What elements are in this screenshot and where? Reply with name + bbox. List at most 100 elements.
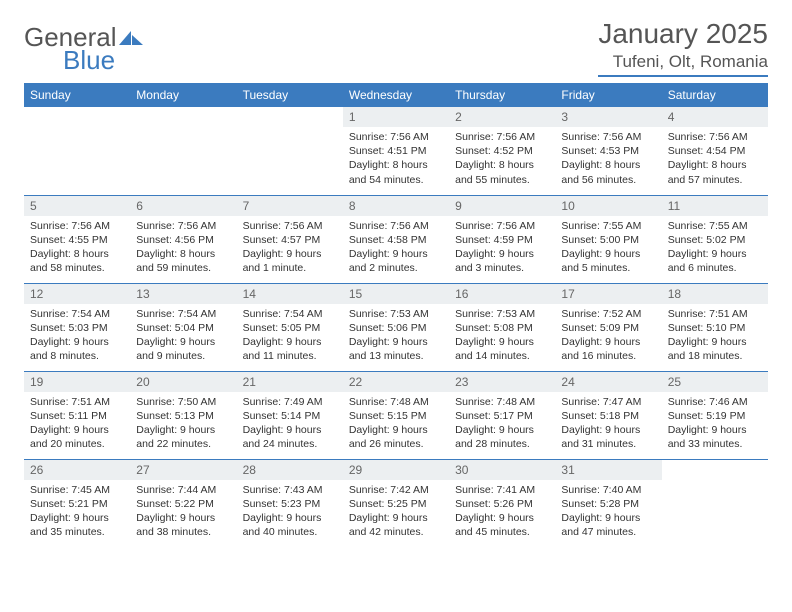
sunrise-text: Sunrise: 7:56 AM: [243, 219, 337, 233]
sunrise-text: Sunrise: 7:43 AM: [243, 483, 337, 497]
day-header: Tuesday: [237, 83, 343, 107]
calendar-day-cell: 20Sunrise: 7:50 AMSunset: 5:13 PMDayligh…: [130, 371, 236, 459]
day-number: 26: [24, 460, 130, 480]
calendar-day-cell: 27Sunrise: 7:44 AMSunset: 5:22 PMDayligh…: [130, 459, 236, 547]
calendar-day-cell: 14Sunrise: 7:54 AMSunset: 5:05 PMDayligh…: [237, 283, 343, 371]
daylight-text: Daylight: 9 hours and 16 minutes.: [561, 335, 655, 363]
day-detail: Sunrise: 7:56 AMSunset: 4:54 PMDaylight:…: [662, 127, 768, 191]
daylight-text: Daylight: 9 hours and 11 minutes.: [243, 335, 337, 363]
calendar-day-cell: 15Sunrise: 7:53 AMSunset: 5:06 PMDayligh…: [343, 283, 449, 371]
sunset-text: Sunset: 5:14 PM: [243, 409, 337, 423]
day-detail: Sunrise: 7:40 AMSunset: 5:28 PMDaylight:…: [555, 480, 661, 544]
sunrise-text: Sunrise: 7:48 AM: [349, 395, 443, 409]
daylight-text: Daylight: 9 hours and 28 minutes.: [455, 423, 549, 451]
sunrise-text: Sunrise: 7:56 AM: [30, 219, 124, 233]
sunrise-text: Sunrise: 7:56 AM: [455, 130, 549, 144]
day-number: 25: [662, 372, 768, 392]
page-header: General January 2025 Tufeni, Olt, Romani…: [24, 18, 768, 77]
daylight-text: Daylight: 8 hours and 57 minutes.: [668, 158, 762, 186]
daylight-text: Daylight: 9 hours and 8 minutes.: [30, 335, 124, 363]
day-detail: Sunrise: 7:53 AMSunset: 5:08 PMDaylight:…: [449, 304, 555, 368]
sunrise-text: Sunrise: 7:41 AM: [455, 483, 549, 497]
day-number: 9: [449, 196, 555, 216]
calendar-page: General January 2025 Tufeni, Olt, Romani…: [0, 0, 792, 565]
sunset-text: Sunset: 5:05 PM: [243, 321, 337, 335]
day-number: 7: [237, 196, 343, 216]
sunset-text: Sunset: 4:52 PM: [455, 144, 549, 158]
daylight-text: Daylight: 9 hours and 9 minutes.: [136, 335, 230, 363]
day-detail: Sunrise: 7:51 AMSunset: 5:11 PMDaylight:…: [24, 392, 130, 456]
calendar-day-cell: 19Sunrise: 7:51 AMSunset: 5:11 PMDayligh…: [24, 371, 130, 459]
sunset-text: Sunset: 4:57 PM: [243, 233, 337, 247]
daylight-text: Daylight: 9 hours and 31 minutes.: [561, 423, 655, 451]
day-number: 3: [555, 107, 661, 127]
day-number: 16: [449, 284, 555, 304]
sunset-text: Sunset: 4:51 PM: [349, 144, 443, 158]
day-number: 12: [24, 284, 130, 304]
day-header: Friday: [555, 83, 661, 107]
daylight-text: Daylight: 8 hours and 59 minutes.: [136, 247, 230, 275]
day-detail: Sunrise: 7:42 AMSunset: 5:25 PMDaylight:…: [343, 480, 449, 544]
sunset-text: Sunset: 4:54 PM: [668, 144, 762, 158]
sunset-text: Sunset: 5:11 PM: [30, 409, 124, 423]
day-detail: Sunrise: 7:56 AMSunset: 4:53 PMDaylight:…: [555, 127, 661, 191]
day-number: 2: [449, 107, 555, 127]
brand-word-2: Blue: [63, 45, 115, 76]
calendar-table: Sunday Monday Tuesday Wednesday Thursday…: [24, 83, 768, 547]
day-number: 22: [343, 372, 449, 392]
day-detail: Sunrise: 7:47 AMSunset: 5:18 PMDaylight:…: [555, 392, 661, 456]
day-number: 1: [343, 107, 449, 127]
sunrise-text: Sunrise: 7:44 AM: [136, 483, 230, 497]
title-block: January 2025 Tufeni, Olt, Romania: [598, 18, 768, 77]
daylight-text: Daylight: 9 hours and 47 minutes.: [561, 511, 655, 539]
sunset-text: Sunset: 5:21 PM: [30, 497, 124, 511]
sunrise-text: Sunrise: 7:56 AM: [668, 130, 762, 144]
calendar-day-cell: 30Sunrise: 7:41 AMSunset: 5:26 PMDayligh…: [449, 459, 555, 547]
daylight-text: Daylight: 8 hours and 58 minutes.: [30, 247, 124, 275]
sunset-text: Sunset: 5:15 PM: [349, 409, 443, 423]
day-detail: Sunrise: 7:56 AMSunset: 4:58 PMDaylight:…: [343, 216, 449, 280]
daylight-text: Daylight: 8 hours and 55 minutes.: [455, 158, 549, 186]
sunset-text: Sunset: 5:22 PM: [136, 497, 230, 511]
sunset-text: Sunset: 5:17 PM: [455, 409, 549, 423]
sail-icon: [119, 31, 143, 45]
sunrise-text: Sunrise: 7:55 AM: [561, 219, 655, 233]
sunrise-text: Sunrise: 7:49 AM: [243, 395, 337, 409]
sunset-text: Sunset: 4:55 PM: [30, 233, 124, 247]
sunset-text: Sunset: 5:19 PM: [668, 409, 762, 423]
sunset-text: Sunset: 5:09 PM: [561, 321, 655, 335]
sunset-text: Sunset: 5:13 PM: [136, 409, 230, 423]
daylight-text: Daylight: 9 hours and 13 minutes.: [349, 335, 443, 363]
daylight-text: Daylight: 9 hours and 42 minutes.: [349, 511, 443, 539]
sunrise-text: Sunrise: 7:40 AM: [561, 483, 655, 497]
sunset-text: Sunset: 4:53 PM: [561, 144, 655, 158]
sunset-text: Sunset: 5:00 PM: [561, 233, 655, 247]
calendar-day-cell: 22Sunrise: 7:48 AMSunset: 5:15 PMDayligh…: [343, 371, 449, 459]
day-header-row: Sunday Monday Tuesday Wednesday Thursday…: [24, 83, 768, 107]
daylight-text: Daylight: 9 hours and 24 minutes.: [243, 423, 337, 451]
calendar-day-cell: 12Sunrise: 7:54 AMSunset: 5:03 PMDayligh…: [24, 283, 130, 371]
day-detail: Sunrise: 7:56 AMSunset: 4:56 PMDaylight:…: [130, 216, 236, 280]
sunset-text: Sunset: 4:56 PM: [136, 233, 230, 247]
calendar-day-cell: 5 Sunrise: 7:56 AMSunset: 4:55 PMDaylight…: [24, 195, 130, 283]
day-number: 24: [555, 372, 661, 392]
sunrise-text: Sunrise: 7:51 AM: [30, 395, 124, 409]
day-number: 11: [662, 196, 768, 216]
day-detail: Sunrise: 7:48 AMSunset: 5:15 PMDaylight:…: [343, 392, 449, 456]
calendar-day-cell: 8Sunrise: 7:56 AMSunset: 4:58 PMDaylight…: [343, 195, 449, 283]
day-detail: Sunrise: 7:41 AMSunset: 5:26 PMDaylight:…: [449, 480, 555, 544]
day-number: 5: [24, 196, 130, 216]
sunrise-text: Sunrise: 7:47 AM: [561, 395, 655, 409]
day-detail: Sunrise: 7:49 AMSunset: 5:14 PMDaylight:…: [237, 392, 343, 456]
calendar-day-cell: 3Sunrise: 7:56 AMSunset: 4:53 PMDaylight…: [555, 107, 661, 195]
sunset-text: Sunset: 5:04 PM: [136, 321, 230, 335]
calendar-day-cell: 11Sunrise: 7:55 AMSunset: 5:02 PMDayligh…: [662, 195, 768, 283]
calendar-day-cell: 26Sunrise: 7:45 AMSunset: 5:21 PMDayligh…: [24, 459, 130, 547]
calendar-day-cell: 10Sunrise: 7:55 AMSunset: 5:00 PMDayligh…: [555, 195, 661, 283]
day-detail: Sunrise: 7:54 AMSunset: 5:05 PMDaylight:…: [237, 304, 343, 368]
calendar-day-cell: [130, 107, 236, 195]
sunrise-text: Sunrise: 7:56 AM: [349, 130, 443, 144]
daylight-text: Daylight: 9 hours and 45 minutes.: [455, 511, 549, 539]
daylight-text: Daylight: 9 hours and 33 minutes.: [668, 423, 762, 451]
sunrise-text: Sunrise: 7:51 AM: [668, 307, 762, 321]
